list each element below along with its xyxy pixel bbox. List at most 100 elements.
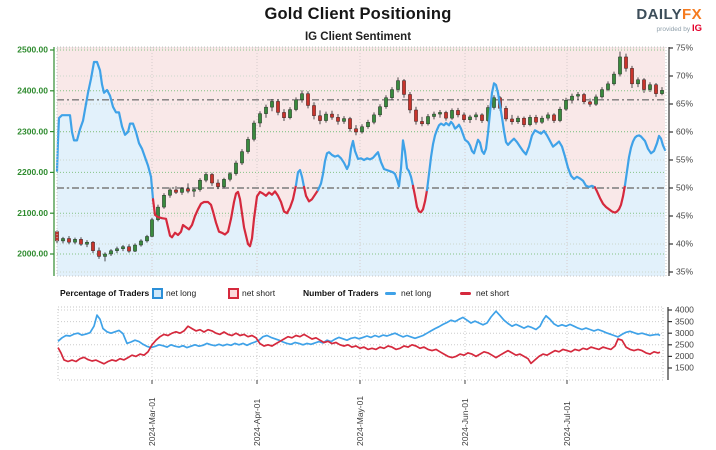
- legend-count-net-long-line-icon: [385, 292, 396, 295]
- pct-axis-label: 75%: [676, 43, 693, 53]
- sentiment-net-short-segment: [593, 184, 627, 214]
- pct-axis-label: 50%: [676, 183, 693, 193]
- candle-bullish: [180, 188, 184, 193]
- candle-bullish: [546, 114, 550, 119]
- candle-bullish: [612, 73, 616, 85]
- candle-bullish: [240, 151, 244, 164]
- net-long-majority-fill: [57, 62, 665, 276]
- candle-bearish: [414, 109, 418, 122]
- price-axis-label: 2100.00: [17, 208, 48, 218]
- pct-axis-label: 65%: [676, 99, 693, 109]
- candle-bearish: [630, 68, 634, 85]
- main-chart: 2500.00 2400.00 2300.00 2200.00 2100.00 2000.…: [17, 43, 693, 277]
- candle-bullish: [73, 239, 77, 243]
- candle-bearish: [282, 112, 286, 118]
- sentiment-line: [55, 60, 667, 248]
- candle-bullish: [570, 95, 574, 101]
- candle-bullish: [432, 113, 436, 117]
- candle-bullish: [390, 89, 394, 98]
- candle-bullish: [372, 114, 376, 123]
- sentiment-net-short-segment: [151, 184, 298, 248]
- sentiment-net-long-segment: [623, 134, 667, 187]
- candle-bearish: [174, 189, 178, 193]
- candle-bullish: [618, 56, 622, 75]
- date-label: 2024-Jul-01: [562, 401, 572, 446]
- candle-bullish: [516, 117, 520, 123]
- candle-bullish: [234, 162, 238, 174]
- candle-bullish: [438, 112, 442, 115]
- main-gridlines: [57, 47, 666, 276]
- candle-bearish: [654, 84, 658, 94]
- sentiment-net-short-segment: [411, 184, 429, 214]
- candle-bullish: [121, 246, 125, 249]
- count-axis-label: 3000: [675, 328, 694, 338]
- candle-bullish: [384, 97, 388, 107]
- logo-daily-text: DAILY: [636, 6, 683, 23]
- count-line-net-long: [57, 310, 661, 349]
- candle-bearish: [186, 188, 190, 192]
- candle-bullish: [168, 189, 172, 196]
- candle-bullish: [270, 101, 274, 108]
- candle-bullish: [85, 241, 89, 245]
- pct-axis-label: 35%: [676, 267, 693, 277]
- candle-bullish: [288, 109, 292, 118]
- candle-bullish: [492, 97, 496, 108]
- candle-bullish: [558, 108, 562, 121]
- candle-bullish: [606, 83, 610, 90]
- candle-bearish: [336, 117, 340, 122]
- candle-bearish: [420, 121, 424, 125]
- candle-bearish: [588, 101, 592, 105]
- candle-bearish: [552, 114, 556, 121]
- price-axis-label: 2200.00: [17, 167, 48, 177]
- candle-bearish: [456, 110, 460, 116]
- legend-count-net-short-label: net short: [476, 288, 510, 298]
- dailyfx-wordmark: DAILYFX: [636, 7, 702, 23]
- candle-bullish: [222, 179, 226, 187]
- candle-bullish: [636, 79, 640, 85]
- candle-bullish: [192, 189, 196, 192]
- candle-bullish: [450, 110, 454, 119]
- candle-bearish: [480, 114, 484, 121]
- count-axis-label: 1500: [675, 363, 694, 373]
- candle-bullish: [150, 219, 154, 237]
- candle-bullish: [133, 244, 137, 252]
- candle-bearish: [354, 128, 358, 133]
- candle-bullish: [474, 114, 478, 118]
- candle-bullish: [252, 122, 256, 140]
- date-label: 2024-Apr-01: [252, 398, 262, 446]
- candle-bullish: [378, 106, 382, 116]
- pct-axis-label: 45%: [676, 211, 693, 221]
- legend-net-long-label: net long: [166, 288, 197, 298]
- legend-net-short-label: net short: [242, 288, 276, 298]
- candle-bullish: [115, 248, 119, 251]
- candle-bearish: [210, 174, 214, 184]
- dailyfx-logo: DAILYFX provided by IG: [636, 7, 702, 34]
- ig-logo: IG: [691, 22, 702, 34]
- candle-bullish: [294, 99, 298, 110]
- count-axis-label: 2000: [675, 351, 694, 361]
- candle-bullish: [228, 173, 232, 180]
- price-axis-label: 2400.00: [17, 86, 48, 96]
- candle-bullish: [660, 90, 664, 94]
- pct-axis-label: 70%: [676, 71, 693, 81]
- candle-bearish: [216, 182, 220, 187]
- legend-number-of-traders-label: Number of Traders: [303, 288, 379, 298]
- candle-bearish: [276, 101, 280, 113]
- legend-net-short-swatch-icon: [228, 288, 239, 299]
- candle-bullish: [594, 96, 598, 105]
- candle-bullish: [162, 195, 166, 208]
- candle-bullish: [198, 179, 202, 190]
- candle-bearish: [624, 56, 628, 69]
- main-plot-border: [56, 46, 667, 277]
- price-axis-label: 2000.00: [17, 249, 48, 259]
- candle-bearish: [444, 112, 448, 119]
- candle-bullish: [61, 238, 65, 242]
- pct-axis-label: 40%: [676, 239, 693, 249]
- candle-bullish: [468, 116, 472, 120]
- date-label: 2024-Jun-01: [460, 398, 470, 446]
- candle-bearish: [91, 241, 95, 251]
- pct-axis-label: 60%: [676, 127, 693, 137]
- candle-bullish: [324, 113, 328, 121]
